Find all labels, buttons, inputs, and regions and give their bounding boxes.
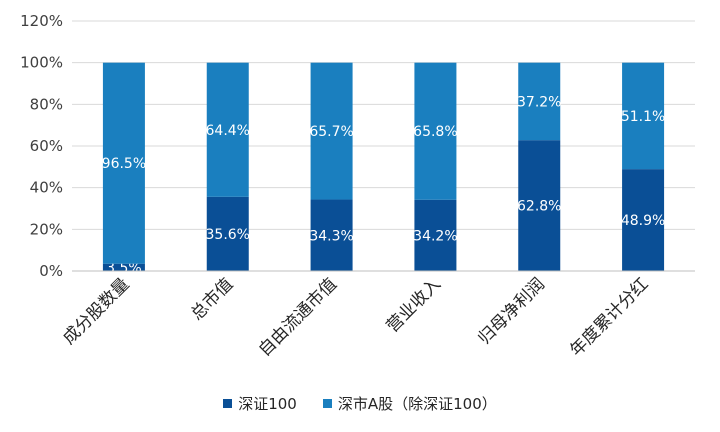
y-tick-label: 40% <box>30 179 63 197</box>
bar-segment-szse100 <box>622 169 665 271</box>
legend-swatch-szse100 <box>223 398 233 408</box>
bar-segment-szse100 <box>414 199 457 271</box>
data-label: 34.3% <box>309 228 353 244</box>
data-label: 34.2% <box>413 228 457 244</box>
data-label: 65.8% <box>413 124 457 140</box>
x-category-label: 成分股数量 <box>59 274 133 348</box>
bar-segment-szse-a-share <box>310 62 353 200</box>
bar-segment-szse100 <box>206 196 249 271</box>
data-label: 96.5% <box>102 156 146 172</box>
data-label: 48.9% <box>621 213 665 229</box>
data-label: 37.2% <box>517 94 561 110</box>
y-tick-label: 80% <box>30 95 63 113</box>
legend-label-szse100: 深证100 <box>238 394 297 413</box>
bar-segment-szse-a-share <box>414 62 457 200</box>
bar-segment-szse-a-share <box>518 62 561 141</box>
bar-segment-szse-a-share <box>622 62 665 170</box>
data-label: 62.8% <box>517 199 561 215</box>
y-tick-label: 120% <box>20 12 63 30</box>
x-category-label: 总市值 <box>187 274 237 324</box>
bar-segment-szse-a-share <box>206 62 249 197</box>
x-category-label: 自由流通市值 <box>255 274 341 360</box>
data-label: 64.4% <box>206 123 250 139</box>
data-label: 65.7% <box>309 124 353 140</box>
x-category-label: 营业收入 <box>383 274 445 336</box>
legend-label-szse-a-share: 深市A股（除深证100） <box>337 394 497 413</box>
legend-swatch-szse-a-share <box>322 398 332 408</box>
legend: 深证100 深市A股（除深证100） <box>0 392 720 414</box>
x-category-label: 年度累计分红 <box>566 274 652 360</box>
bar-segment-szse100 <box>102 263 145 271</box>
stacked-bar-chart: 0% 20% 40% 60% 80% 100% 120% 3.5% 96.5% 成分股数量 35.6… <box>20 12 695 361</box>
legend-item-szse100: 深证100 <box>223 393 297 414</box>
legend-item-szse-a-share: 深市A股（除深证100） <box>322 393 497 414</box>
y-tick-label: 0% <box>39 262 63 280</box>
data-label: 3.5% <box>106 260 142 276</box>
bar-segment-szse100 <box>310 199 353 271</box>
data-label: 35.6% <box>206 227 250 243</box>
data-label: 51.1% <box>621 109 665 125</box>
y-tick-label: 20% <box>30 220 63 238</box>
y-tick-label: 60% <box>30 137 63 155</box>
bar-segment-szse-a-share <box>102 62 145 264</box>
bar-segment-szse100 <box>518 140 561 271</box>
y-tick-label: 100% <box>20 54 63 72</box>
x-category-label: 归母净利润 <box>475 274 549 348</box>
